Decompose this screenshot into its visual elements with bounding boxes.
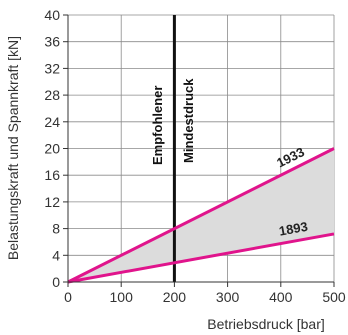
y-tick-label: 28: [44, 87, 60, 103]
series-label-1893: 1893: [278, 219, 309, 239]
reference-label-empfohlener: Empfohlener: [150, 86, 165, 165]
y-tick-label: 12: [44, 194, 60, 210]
x-tick-label: 400: [269, 289, 293, 305]
x-tick-label: 500: [322, 289, 346, 305]
series-line-1933: [67, 147, 335, 284]
x-tick-label: 0: [64, 289, 72, 305]
y-tick-label: 16: [44, 167, 60, 183]
series-line-1893: [67, 232, 335, 284]
y-tick-label: 4: [52, 247, 60, 263]
y-tick-label: 36: [44, 34, 60, 50]
x-tick-label: 200: [163, 289, 187, 305]
y-tick-label: 8: [52, 221, 60, 237]
y-tick-label: 32: [44, 60, 60, 76]
x-axis-title: Betriebsdruck [bar]: [207, 316, 325, 332]
reference-label-mindestdruck: Mindestdruck: [181, 78, 196, 163]
y-tick-label: 40: [44, 7, 60, 23]
y-tick-label: 24: [44, 114, 60, 130]
y-tick-label: 20: [44, 141, 60, 157]
x-tick-label: 300: [216, 289, 240, 305]
x-tick-label: 100: [110, 289, 134, 305]
y-axis-ticks: 0 4 8 12 16 20 24 28 32 36 40: [44, 7, 68, 290]
y-axis-title: Belastungskraft und Spannkraft [kN]: [5, 36, 21, 260]
x-axis-ticks: 0 100 200 300 400 500: [64, 282, 346, 305]
y-tick-label: 0: [52, 274, 60, 290]
